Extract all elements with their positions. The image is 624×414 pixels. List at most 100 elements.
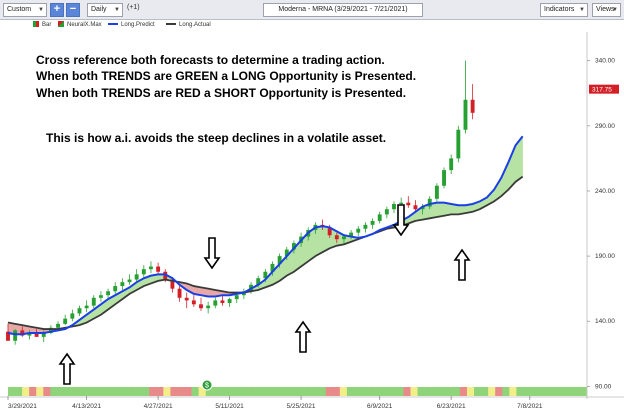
legend-label-bar: Bar: [42, 22, 52, 28]
signal-arrows: [58, 204, 471, 385]
neuralx-cell: [459, 387, 468, 396]
candle-up: [113, 286, 118, 292]
candle-down: [191, 300, 196, 305]
neuralx-cell: [262, 387, 270, 396]
neuralx-cell: [579, 387, 588, 396]
candle-up: [149, 266, 153, 270]
neuralx-cell: [438, 387, 447, 396]
candle-up: [456, 129, 461, 159]
candle-down: [199, 304, 203, 309]
price-tick-label: 340.00: [595, 58, 615, 65]
period-select[interactable]: Daily ▼: [87, 3, 123, 17]
neuralx-cell: [22, 387, 30, 396]
candle-up: [227, 299, 232, 304]
range-select[interactable]: Custom ▼: [3, 3, 47, 17]
neuralx-cell: [113, 387, 122, 396]
candle-up: [63, 318, 68, 324]
views-select[interactable]: Views ▼: [592, 3, 621, 17]
neuralx-cell: [198, 387, 207, 396]
price-tick-label: 190.00: [595, 253, 615, 260]
annotation-line-1: Cross reference both forecasts to determ…: [36, 53, 385, 67]
neuralx-cell: [452, 387, 461, 396]
add-button[interactable]: +: [50, 3, 64, 17]
annotation-line-2: When both TRENDS are GREEN a LONG Opport…: [36, 69, 417, 83]
price-tick-label: 240.00: [595, 188, 615, 195]
neuralx-cell: [8, 387, 16, 396]
neuralx-cell: [15, 387, 23, 396]
trend-fills: [7, 135, 523, 335]
buy-arrow-icon: [294, 320, 312, 353]
candle-up: [263, 271, 268, 279]
date-tick-label: 5/11/2021: [215, 403, 244, 410]
neuralx-cell: [269, 387, 277, 396]
neuralx-cell: [495, 387, 503, 396]
candle-up: [384, 209, 389, 215]
candle-down: [413, 205, 418, 210]
candle-down: [156, 266, 161, 272]
neuralx-cell: [523, 387, 531, 396]
toolbar: Custom ▼ + − Daily ▼ (+1) Moderna - MRNA…: [0, 0, 624, 20]
date-tick-label: 6/9/2021: [367, 403, 393, 410]
candle-up: [84, 305, 89, 309]
indicators-select[interactable]: Indicators ▼: [540, 3, 588, 17]
neuralx-cell: [410, 387, 418, 396]
neuralx-cell: [318, 387, 327, 396]
indicators-label: Indicators: [544, 6, 575, 13]
neuralx-cell: [368, 387, 376, 396]
neuralx-cell: [283, 387, 291, 396]
price-axis: 90.00 140.00 190.00 240.00 290.00 340.00 317.7…: [586, 32, 619, 399]
price-tick-label: 90.00: [595, 383, 612, 390]
candle-up: [377, 214, 382, 221]
candle-up: [427, 198, 432, 207]
views-label: Views: [596, 6, 615, 13]
candle-down: [177, 288, 182, 298]
dividend-marker-icon: [201, 379, 213, 391]
current-price-badge: [589, 84, 619, 94]
neuralx-cell: [445, 387, 454, 396]
neuralx-cell: [248, 387, 256, 396]
candle-up: [342, 236, 346, 240]
date-tick-label: 3/29/2021: [8, 403, 37, 410]
chart-legend: Bar NeuralX.Max Long.Predict Long.Actual: [0, 20, 624, 31]
neuralx-cell: [135, 387, 143, 396]
neuralx-cell: [233, 387, 242, 396]
neuralx-cell: [424, 387, 432, 396]
neuralx-cell: [120, 387, 129, 396]
neuralx-cell: [149, 387, 157, 396]
neuralx-cell: [346, 387, 355, 396]
date-tick-label: 4/13/2021: [72, 403, 101, 410]
neuralx-cell: [64, 387, 72, 396]
candle-up: [399, 202, 404, 204]
candle-up: [13, 330, 18, 341]
neuralx-cell: [226, 387, 235, 396]
range-select-value: Custom: [7, 6, 32, 13]
neuralx-cell: [170, 387, 178, 396]
neuralx-cell: [43, 387, 51, 396]
neuralx-cell: [572, 387, 581, 396]
neuralx-cell: [332, 387, 341, 396]
remove-button[interactable]: −: [66, 3, 80, 17]
candle-down: [170, 279, 175, 289]
neuralx-cell: [551, 387, 560, 396]
neuralx-cell: [417, 387, 425, 396]
neuralx-cell: [558, 387, 567, 396]
neuralx-cell: [516, 387, 524, 396]
legend-label-neuralx: NeuralX.Max: [67, 22, 102, 28]
candle-down: [20, 330, 25, 336]
predict-line-icon: [108, 23, 118, 26]
neuralx-cell: [177, 387, 185, 396]
long-actual-line: [7, 175, 524, 330]
candle-up: [256, 278, 261, 285]
neuralx-cell: [325, 387, 334, 396]
candle-up: [141, 269, 146, 275]
neuralx-cell: [382, 387, 390, 396]
neuralx-swatch-icon: [58, 21, 64, 28]
candle-up: [463, 99, 468, 130]
neuralx-cell: [565, 387, 574, 396]
candle-up: [56, 323, 60, 328]
neuralx-cell: [29, 387, 37, 396]
neuralx-cell: [156, 387, 164, 396]
legend-item-long-actual: Long.Actual: [166, 21, 211, 30]
period-select-value: Daily: [91, 6, 107, 13]
